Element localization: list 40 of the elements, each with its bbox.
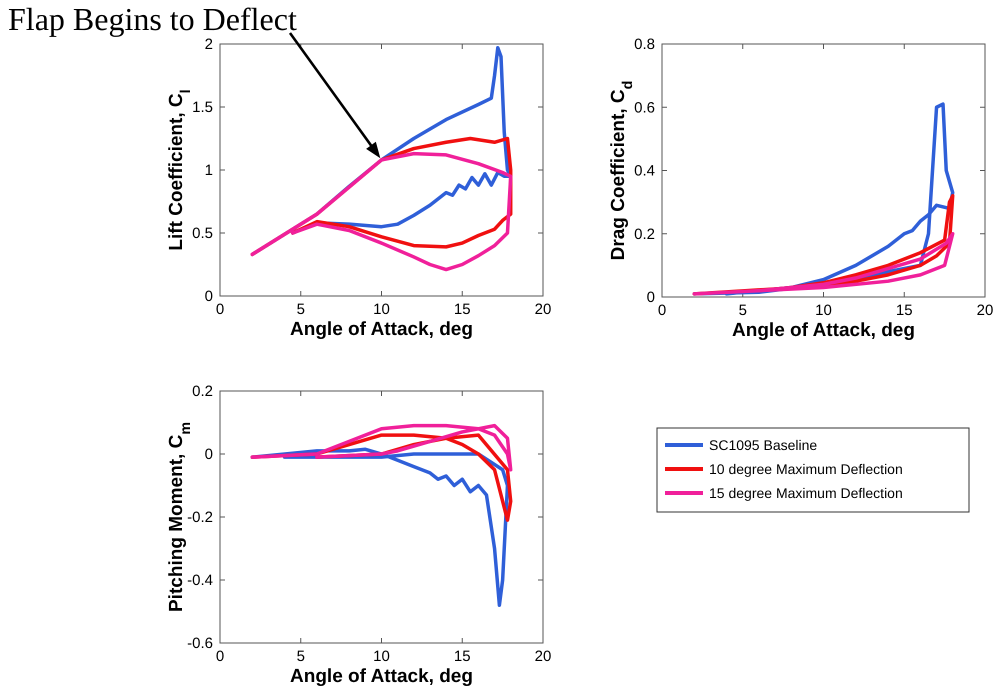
x-tick-label: 5 <box>296 301 305 318</box>
y-tick-label: -0.2 <box>187 509 213 526</box>
x-tick-label: 15 <box>454 301 471 318</box>
legend-label: SC1095 Baseline <box>709 437 818 453</box>
x-axis-title: Angle of Attack, deg <box>290 319 473 340</box>
x-tick-label: 10 <box>815 302 832 319</box>
y-tick-label: 0.8 <box>634 36 655 53</box>
y-tick-label: -0.6 <box>187 635 213 652</box>
y-tick-label: 0 <box>204 288 213 305</box>
x-tick-label: 20 <box>534 648 552 665</box>
x-tick-label: 0 <box>216 301 224 318</box>
y-tick-label: 0 <box>646 289 655 306</box>
y-tick-label: 0.5 <box>192 225 213 242</box>
x-tick-label: 5 <box>296 648 305 665</box>
x-tick-label: 5 <box>738 302 747 319</box>
text: Flap Begins to Deflect <box>8 1 297 37</box>
x-tick-label: 10 <box>373 648 390 665</box>
x-tick-label: 20 <box>534 301 552 318</box>
line-series <box>250 424 512 472</box>
legend-label: 10 degree Maximum Deflection <box>709 461 903 477</box>
x-axis-title: Angle of Attack, deg <box>290 666 473 687</box>
y-tick-label: 2 <box>204 36 213 53</box>
x-tick-label: 0 <box>216 648 224 665</box>
x-axis-title: Angle of Attack, deg <box>732 320 915 341</box>
x-tick-label: 15 <box>896 302 913 319</box>
line-series <box>692 232 954 296</box>
y-tick-label: 1 <box>204 162 213 179</box>
x-tick-label: 15 <box>454 648 471 665</box>
y-tick-label: 1.5 <box>192 99 213 116</box>
y-tick-label: 0.2 <box>634 226 655 243</box>
x-tick-label: 10 <box>373 301 390 318</box>
legend-label: 15 degree Maximum Deflection <box>709 485 903 501</box>
y-tick-label: 0.6 <box>634 99 655 116</box>
x-tick-label: 20 <box>976 302 994 319</box>
y-tick-label: -0.4 <box>187 572 213 589</box>
y-tick-label: 0.2 <box>192 383 213 400</box>
line-series <box>250 152 512 272</box>
x-tick-label: 0 <box>658 302 666 319</box>
y-tick-label: 0.4 <box>634 162 655 180</box>
y-tick-label: 0 <box>204 446 213 463</box>
